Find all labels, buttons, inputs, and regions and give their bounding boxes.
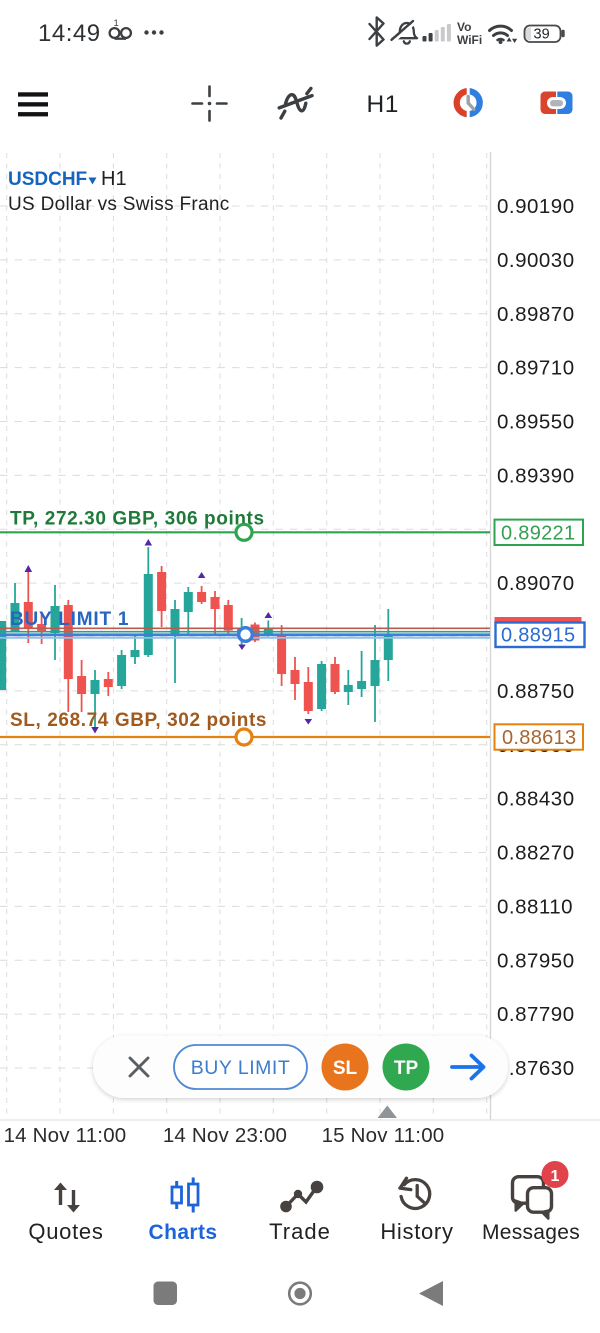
svg-text:H1: H1 [101, 168, 127, 190]
svg-text:14 Nov 23:00: 14 Nov 23:00 [163, 1124, 287, 1147]
svg-text:0.87790: 0.87790 [497, 1003, 575, 1026]
svg-text:1: 1 [551, 1168, 560, 1185]
svg-text:WiFi: WiFi [457, 33, 482, 47]
svg-text:SL: SL [333, 1058, 358, 1079]
svg-text:1: 1 [114, 18, 119, 29]
svg-text:SL, 268.74 GBP, 302 points: SL, 268.74 GBP, 302 points [10, 710, 267, 731]
svg-text:0.89070: 0.89070 [497, 572, 575, 595]
svg-text:0.90030: 0.90030 [497, 249, 575, 272]
svg-text:14:49: 14:49 [38, 20, 101, 47]
svg-text:Quotes: Quotes [28, 1219, 103, 1244]
svg-text:14 Nov 11:00: 14 Nov 11:00 [4, 1124, 127, 1147]
svg-text:0.87630: 0.87630 [497, 1057, 575, 1080]
svg-text:BUY LIMIT: BUY LIMIT [191, 1057, 291, 1079]
svg-text:0.88750: 0.88750 [497, 680, 575, 703]
svg-text:TP, 272.30 GBP, 306 points: TP, 272.30 GBP, 306 points [10, 508, 265, 529]
svg-text:0.89390: 0.89390 [497, 464, 575, 487]
svg-text:15 Nov 11:00: 15 Nov 11:00 [322, 1124, 445, 1147]
svg-text:0.88915: 0.88915 [501, 625, 575, 647]
svg-text:Messages: Messages [482, 1221, 580, 1244]
svg-text:0.88270: 0.88270 [497, 842, 575, 865]
svg-text:H1: H1 [367, 91, 399, 118]
svg-text:US Dollar vs Swiss Franc: US Dollar vs Swiss Franc [8, 194, 230, 215]
svg-text:0.89221: 0.89221 [501, 522, 575, 544]
svg-text:BUY LIMIT 1: BUY LIMIT 1 [10, 609, 129, 630]
svg-text:USDCHF: USDCHF [8, 169, 87, 190]
svg-text:0.89550: 0.89550 [497, 411, 575, 434]
svg-text:39: 39 [534, 27, 550, 43]
svg-text:0.90190: 0.90190 [497, 195, 575, 218]
svg-text:0.88110: 0.88110 [497, 895, 573, 918]
svg-text:0.88613: 0.88613 [502, 727, 576, 749]
svg-text:Vo: Vo [457, 20, 471, 34]
svg-text:0.89870: 0.89870 [497, 303, 575, 326]
svg-text:0.87950: 0.87950 [497, 949, 575, 972]
svg-text:0.89710: 0.89710 [497, 357, 575, 380]
svg-text:0.88430: 0.88430 [497, 788, 575, 811]
svg-text:Trade: Trade [269, 1219, 331, 1244]
svg-text:TP: TP [394, 1058, 419, 1079]
svg-text:History: History [380, 1219, 453, 1244]
svg-text:Charts: Charts [149, 1221, 218, 1244]
